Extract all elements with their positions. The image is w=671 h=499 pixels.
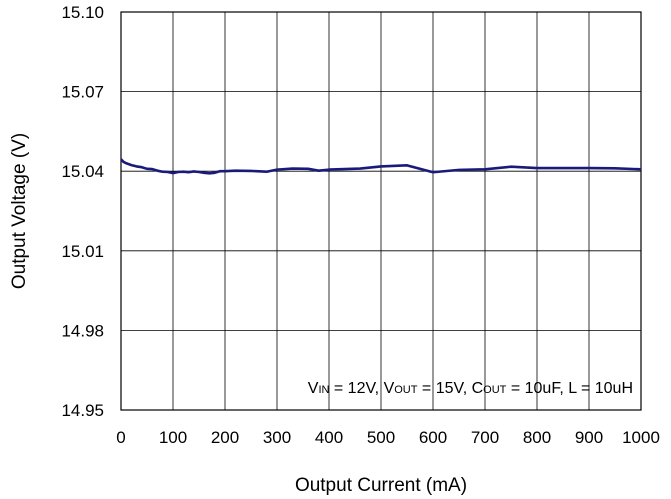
condition-text: = 10uF, L = 10uH	[506, 380, 633, 397]
x-axis-title: Output Current (mA)	[295, 475, 467, 496]
x-tick-label: 700	[471, 428, 499, 447]
condition-subscript: IN	[318, 384, 329, 396]
x-tick-label: 200	[211, 428, 239, 447]
y-tick-label: 15.01	[61, 242, 104, 261]
test-conditions-annotation: VIN = 12V, VOUT = 15V, COUT = 10uF, L = …	[308, 380, 633, 397]
condition-text: = 12V, V	[329, 380, 394, 397]
x-tick-label: 100	[159, 428, 187, 447]
condition-subscript: OUT	[394, 384, 418, 396]
condition-text: = 15V, C	[417, 380, 483, 397]
y-axis-title: Output Voltage (V)	[9, 133, 30, 289]
y-tick-label: 15.07	[61, 83, 104, 102]
y-tick-label: 15.10	[61, 3, 104, 22]
plot-frame	[120, 11, 642, 411]
x-tick-label: 900	[575, 428, 603, 447]
x-tick-label: 600	[419, 428, 447, 447]
y-tick-label: 15.04	[61, 162, 104, 181]
y-tick-labels: 15.10 15.07 15.04 15.01 14.98 14.95	[61, 3, 104, 420]
series-layer	[120, 158, 642, 175]
x-tick-labels: 0 100 200 300 400 500 600 700 800 900 1000	[116, 428, 660, 447]
y-tick-label: 14.95	[61, 401, 104, 420]
x-tick-label: 1000	[622, 428, 660, 447]
condition-subscript: OUT	[483, 384, 507, 396]
grid-layer	[121, 12, 641, 410]
condition-text: V	[308, 380, 319, 397]
output-voltage-series-line	[120, 158, 642, 175]
x-tick-label: 800	[523, 428, 551, 447]
x-tick-label: 0	[116, 428, 125, 447]
y-tick-label: 14.98	[61, 321, 104, 340]
x-tick-label: 400	[315, 428, 343, 447]
x-tick-label: 300	[263, 428, 291, 447]
x-tick-label: 500	[367, 428, 395, 447]
